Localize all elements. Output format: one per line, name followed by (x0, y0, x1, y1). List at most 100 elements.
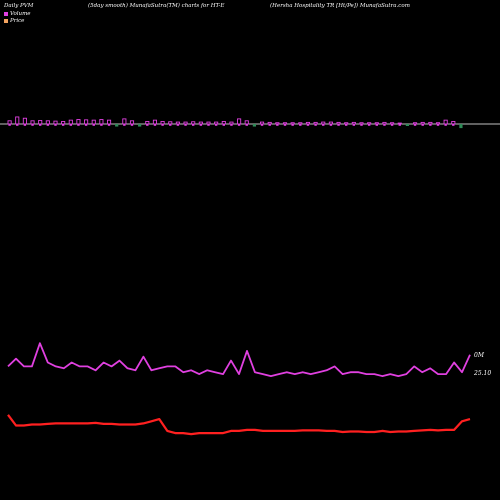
volume-bar-tick-37 (291, 124, 294, 126)
volume-bar-41 (321, 121, 326, 125)
chart-header-left: Daily PVM (4, 3, 34, 9)
volume-bar-1 (15, 116, 20, 125)
volume-bar-tick-46 (360, 124, 363, 126)
volume-bar-3 (30, 120, 35, 125)
volume-bar-59 (459, 124, 463, 129)
volume-bar-13 (106, 119, 112, 125)
volume-axis-label: 0M (474, 352, 485, 359)
volume-bar-tick-34 (268, 124, 271, 126)
volume-bar-tick-38 (299, 124, 302, 126)
volume-bar-0 (7, 120, 12, 125)
volume-bar-tick-19 (153, 124, 157, 126)
volume-bar-48 (374, 122, 379, 125)
volume-bar-tick-16 (130, 124, 134, 126)
volume-bar-30 (237, 118, 242, 125)
volume-bar-tick-11 (92, 124, 95, 126)
volume-bar-tick-43 (337, 124, 340, 126)
volume-bar-tick-41 (322, 124, 325, 126)
volume-bar-35 (275, 122, 280, 125)
price-axis-label: 25.10 (473, 370, 491, 377)
volume-bar-tick-40 (314, 124, 317, 126)
volume-bar-32 (252, 124, 256, 127)
volume-bar-tick-30 (237, 124, 241, 126)
volume-bar-44 (344, 122, 349, 125)
volume-bar-tick-0 (8, 124, 11, 126)
volume-bar-tick-28 (222, 124, 225, 126)
volume-bar-51 (397, 122, 402, 125)
volume-bar-10 (84, 119, 89, 125)
volume-bar-tick-45 (352, 124, 356, 126)
chart-header-center: (5day smooth) MunafaSutra(TM) charts for… (88, 3, 225, 9)
volume-bar-26 (206, 121, 211, 125)
volume-bar-tick-22 (176, 124, 180, 126)
volume-bar-tick-36 (283, 124, 287, 126)
volume-bar-tick-25 (199, 124, 203, 126)
volume-bar-19 (152, 119, 158, 125)
volume-bar-34 (267, 121, 272, 125)
volume-bar-8 (68, 119, 73, 125)
volume-line (7, 342, 471, 378)
legend-volume-label: Volume (10, 11, 31, 17)
volume-bar-22 (175, 121, 180, 125)
chart-header-right: (Hersha Hospitality TR [Ht/Pe]) MunafaSu… (270, 3, 410, 9)
volume-bar-49 (382, 121, 387, 125)
volume-bar-tick-1 (16, 124, 19, 126)
volume-bar-tick-27 (214, 124, 218, 126)
volume-bar-46 (359, 122, 364, 125)
volume-bar-tick-31 (245, 124, 248, 126)
volume-bar-11 (91, 119, 96, 125)
volume-bar-tick-54 (421, 124, 424, 126)
volume-bar-42 (328, 121, 333, 125)
volume-bar-12 (99, 119, 104, 125)
volume-bar-28 (221, 120, 226, 125)
volume-bar-tick-7 (61, 124, 65, 126)
legend-volume: Volume (4, 11, 31, 17)
volume-bar-58 (451, 120, 456, 125)
volume-bar-36 (282, 122, 288, 125)
volume-bar-57 (443, 119, 448, 125)
volume-bar-5 (45, 120, 50, 125)
volume-bar-tick-15 (123, 124, 126, 126)
volume-bar-tick-9 (77, 124, 80, 126)
volume-bar-tick-4 (39, 124, 42, 126)
volume-bar-45 (351, 121, 356, 125)
volume-bar-tick-58 (452, 124, 455, 126)
volume-bar-38 (298, 122, 303, 125)
volume-bar-tick-24 (192, 124, 195, 126)
volume-bar-2 (22, 117, 27, 125)
legend-volume-swatch (4, 12, 8, 16)
volume-bar-24 (191, 121, 196, 125)
volume-bar-tick-53 (413, 124, 417, 126)
legend-price: Price (4, 18, 24, 24)
volume-bar-tick-3 (31, 124, 34, 126)
volume-bar-21 (168, 121, 173, 125)
volume-bar-tick-39 (306, 124, 310, 126)
volume-bar-tick-23 (184, 124, 187, 126)
volume-bar-33 (260, 121, 265, 125)
volume-bar-31 (244, 120, 249, 125)
volume-bar-29 (229, 121, 234, 125)
volume-bar-tick-21 (169, 124, 172, 126)
volume-bar-tick-57 (444, 124, 447, 126)
volume-bar-15 (122, 118, 127, 125)
volume-bar-tick-26 (207, 124, 210, 126)
volume-bar-17 (138, 124, 142, 127)
volume-bar-tick-10 (84, 124, 88, 126)
volume-bar-53 (413, 122, 418, 125)
volume-bar-tick-20 (161, 124, 164, 126)
volume-bar-tick-49 (383, 124, 386, 126)
volume-bar-40 (313, 121, 318, 125)
volume-bar-23 (183, 121, 188, 125)
volume-bar-tick-6 (54, 124, 57, 126)
volume-bar-37 (290, 122, 295, 125)
volume-bar-55 (428, 121, 433, 125)
volume-bar-27 (214, 121, 219, 125)
volume-bar-tick-50 (390, 124, 394, 126)
volume-bar-tick-29 (230, 124, 233, 126)
volume-bar-9 (76, 119, 81, 125)
volume-bar-tick-47 (367, 124, 371, 126)
volume-bar-7 (61, 120, 66, 125)
volume-bar-tick-56 (436, 124, 440, 126)
